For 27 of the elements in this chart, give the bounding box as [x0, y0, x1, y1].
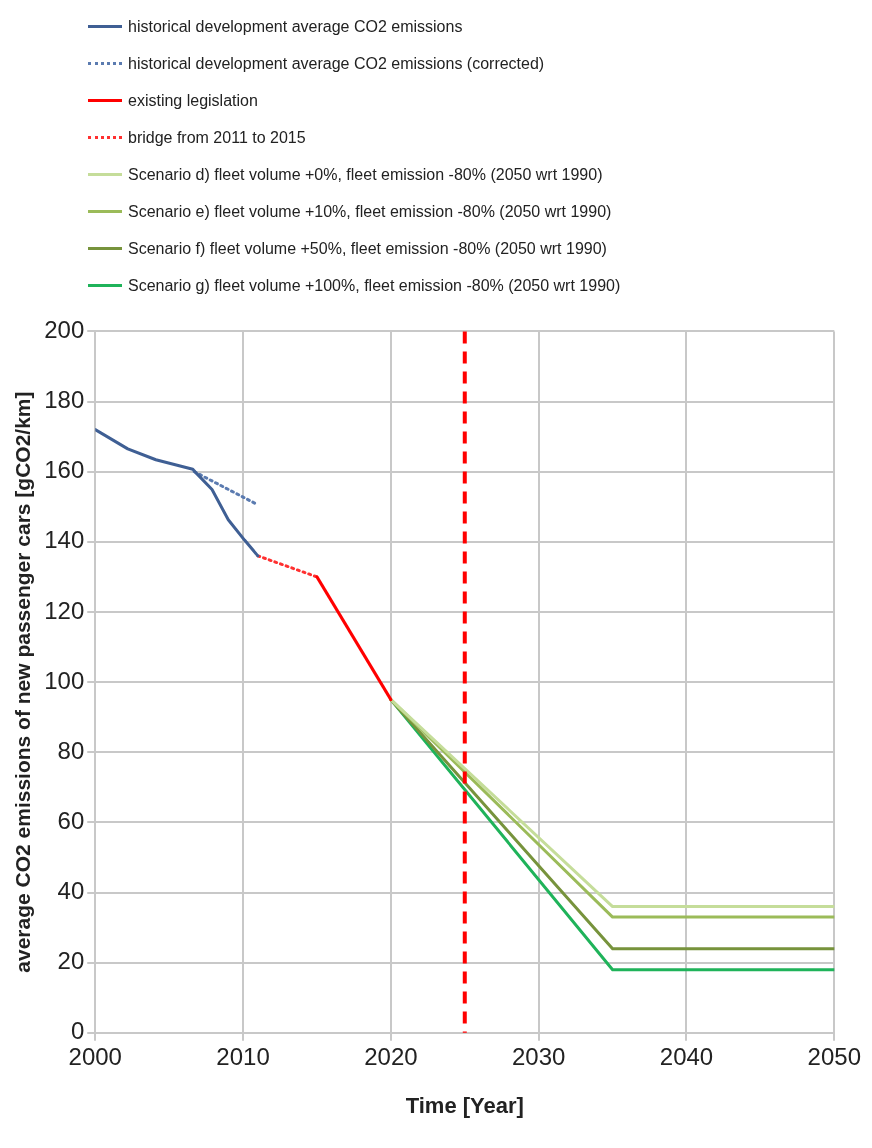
legend-label: Scenario f) fleet volume +50%, fleet emission -80% (2050 wrt 1990)	[128, 239, 607, 258]
x-tick-label: 2030	[511, 1042, 566, 1070]
y-tick-label: 0	[70, 1017, 85, 1045]
x-tick-label: 2010	[216, 1042, 270, 1070]
y-tick-label: 60	[57, 807, 85, 835]
legend-label: Scenario d) fleet volume +0%, fleet emission -80% (2050 wrt 1990)	[128, 165, 603, 184]
x-tick-label: 2020	[364, 1042, 418, 1070]
legend-label: bridge from 2011 to 2015	[128, 128, 306, 147]
y-tick-label: 120	[44, 596, 85, 624]
y-axis-title: average CO2 emissions of new passenger cars [gCO2/km]	[11, 391, 35, 973]
y-tick-label: 80	[57, 736, 85, 764]
legend-label: historical development average CO2 emissions	[128, 17, 463, 36]
y-tick-label: 140	[44, 526, 85, 554]
legend-label: historical development average CO2 emissions (corrected)	[128, 54, 545, 73]
y-tick-label: 40	[57, 877, 85, 905]
y-tick-label: 20	[57, 947, 85, 975]
x-axis-title: Time [Year]	[405, 1092, 524, 1118]
x-tick-label: 2000	[68, 1042, 122, 1070]
x-tick-label: 2050	[807, 1042, 861, 1070]
y-tick-label: 160	[44, 456, 85, 484]
legend-label: existing legislation	[128, 91, 258, 110]
legend-label: Scenario e) fleet volume +10%, fleet emission -80% (2050 wrt 1990)	[128, 202, 612, 221]
y-tick-label: 180	[44, 386, 85, 414]
y-tick-label: 200	[44, 316, 85, 344]
y-tick-label: 100	[44, 666, 85, 694]
legend-label: Scenario g) fleet volume +100%, fleet emission -80% (2050 wrt 1990)	[128, 276, 621, 295]
x-tick-label: 2040	[659, 1042, 714, 1070]
